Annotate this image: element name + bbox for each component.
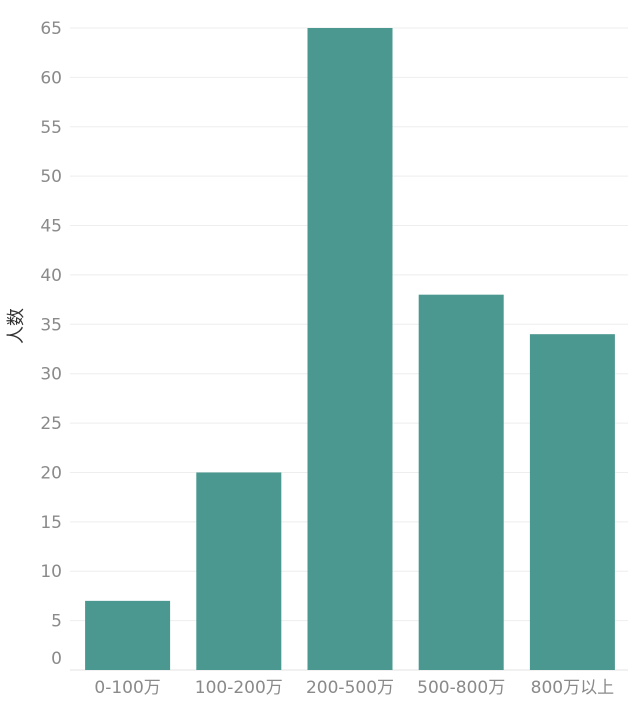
y-tick-label: 0	[51, 649, 62, 669]
y-tick-label: 20	[40, 463, 62, 483]
bar	[196, 472, 282, 670]
y-tick-label: 50	[40, 167, 62, 187]
y-tick-label: 30	[40, 365, 62, 385]
x-tick-label: 100-200万	[195, 678, 283, 698]
x-tick-label: 0-100万	[94, 678, 160, 698]
y-tick-label: 35	[40, 315, 62, 335]
y-tick-label: 5	[51, 612, 62, 632]
y-tick-label: 60	[40, 68, 62, 88]
x-axis-ticks: 0-100万 100-200万 200-500万 500-800万 800万以上	[94, 678, 614, 698]
bars	[85, 28, 615, 670]
bar	[307, 28, 393, 670]
y-tick-label: 40	[40, 266, 62, 286]
y-tick-label: 45	[40, 217, 62, 237]
y-tick-label: 15	[40, 513, 62, 533]
x-tick-label: 800万以上	[531, 678, 614, 698]
y-tick-label: 25	[40, 414, 62, 434]
y-axis-ticks: 0 5 10 15 20 25 30 35 40 45 50 55 60 65	[40, 19, 62, 669]
y-axis-title: 人数	[6, 308, 27, 344]
bar	[529, 334, 615, 670]
y-tick-label: 65	[40, 19, 62, 39]
bar	[418, 294, 504, 670]
x-tick-label: 500-800万	[417, 678, 505, 698]
x-tick-label: 200-500万	[306, 678, 394, 698]
bar	[85, 600, 171, 670]
y-tick-label: 55	[40, 118, 62, 138]
y-tick-label: 10	[40, 562, 62, 582]
